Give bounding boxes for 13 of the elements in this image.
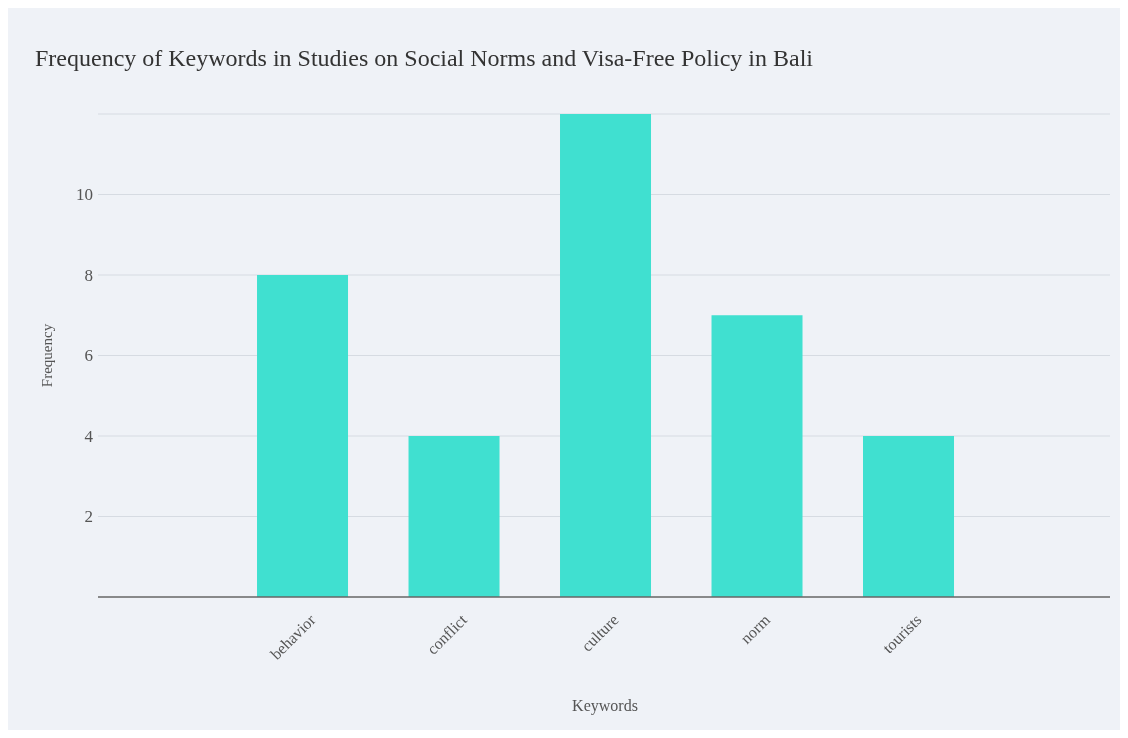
y-tick-label: 2 xyxy=(84,507,93,527)
y-tick-label: 10 xyxy=(76,185,93,205)
bar xyxy=(863,436,955,597)
bar xyxy=(560,114,652,597)
x-axis-title: Keywords xyxy=(572,697,638,715)
y-tick-label: 6 xyxy=(84,346,93,366)
y-tick-label: 8 xyxy=(84,265,93,285)
bar xyxy=(408,436,500,597)
bar xyxy=(257,275,349,597)
y-tick-label: 4 xyxy=(84,426,94,446)
bar xyxy=(711,315,803,597)
chart-title: Frequency of Keywords in Studies on Social Norms and Visa-Free Policy in Bali xyxy=(35,45,814,71)
y-axis-title: Frequency xyxy=(39,323,55,388)
